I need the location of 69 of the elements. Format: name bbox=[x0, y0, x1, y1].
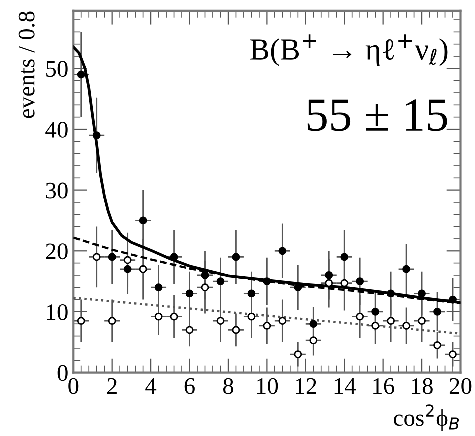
point bbox=[325, 272, 334, 280]
point bbox=[92, 253, 101, 262]
y-tick-label: 20 bbox=[46, 244, 68, 260]
point bbox=[278, 317, 287, 326]
point bbox=[434, 341, 442, 350]
point bbox=[372, 308, 380, 316]
point bbox=[77, 70, 86, 79]
x-tick-label: 18 bbox=[412, 378, 433, 394]
point bbox=[310, 320, 318, 328]
point bbox=[77, 317, 86, 326]
point bbox=[402, 322, 411, 330]
x-tick-label: 10 bbox=[257, 378, 278, 394]
point bbox=[294, 350, 302, 358]
annotation: 55 ± 15 bbox=[308, 100, 448, 132]
point bbox=[108, 317, 116, 326]
point bbox=[154, 284, 163, 292]
y-tick-label: 10 bbox=[47, 304, 68, 320]
y-axis-title: events / 0.8 bbox=[18, 12, 35, 118]
x-tick-label: 4 bbox=[146, 378, 157, 394]
point bbox=[124, 256, 132, 264]
point bbox=[387, 290, 396, 298]
point bbox=[232, 326, 240, 334]
point bbox=[340, 279, 349, 288]
point bbox=[372, 322, 380, 330]
point bbox=[92, 132, 101, 140]
point bbox=[186, 290, 194, 298]
x-tick-label: 20 bbox=[450, 378, 472, 394]
y-tick-label: 50 bbox=[46, 61, 68, 78]
point bbox=[340, 253, 349, 262]
point bbox=[186, 326, 194, 334]
point bbox=[278, 247, 287, 256]
x-tick-label: 16 bbox=[374, 378, 394, 394]
x-tick-label: 6 bbox=[184, 378, 195, 394]
point bbox=[263, 322, 272, 330]
y-tick-label: 0 bbox=[58, 365, 68, 382]
point bbox=[418, 317, 426, 326]
point bbox=[108, 253, 116, 262]
point bbox=[356, 278, 364, 286]
point bbox=[263, 278, 272, 286]
point bbox=[201, 272, 210, 280]
point bbox=[248, 290, 256, 298]
point bbox=[139, 265, 148, 274]
point bbox=[216, 278, 225, 286]
point bbox=[154, 312, 163, 321]
point bbox=[402, 265, 411, 274]
x-tick-label: 2 bbox=[107, 378, 117, 394]
y-tick-label: 30 bbox=[46, 182, 68, 199]
point bbox=[356, 312, 364, 321]
point bbox=[170, 312, 178, 321]
x-tick-label: 0 bbox=[68, 378, 79, 394]
point bbox=[248, 312, 256, 321]
point bbox=[449, 350, 457, 358]
point bbox=[387, 317, 396, 326]
point bbox=[294, 284, 302, 292]
point bbox=[216, 317, 225, 326]
x-axis-title: cos$^{2}$ϕ$_{B}$ bbox=[394, 404, 460, 431]
point bbox=[449, 296, 457, 304]
point bbox=[232, 253, 240, 262]
x-tick-label: 14 bbox=[334, 378, 356, 394]
point bbox=[434, 308, 442, 316]
x-tick-label: 8 bbox=[223, 378, 234, 394]
y-tick-label: 40 bbox=[46, 122, 68, 138]
point bbox=[139, 216, 148, 225]
annotation: B(B$^{+}$ → ηℓ$^{+}$ν$_{ℓ}$) bbox=[250, 34, 448, 66]
point bbox=[124, 265, 132, 274]
x-tick-label: 12 bbox=[296, 378, 316, 394]
point bbox=[201, 284, 210, 292]
point bbox=[418, 290, 426, 298]
point bbox=[310, 336, 318, 344]
